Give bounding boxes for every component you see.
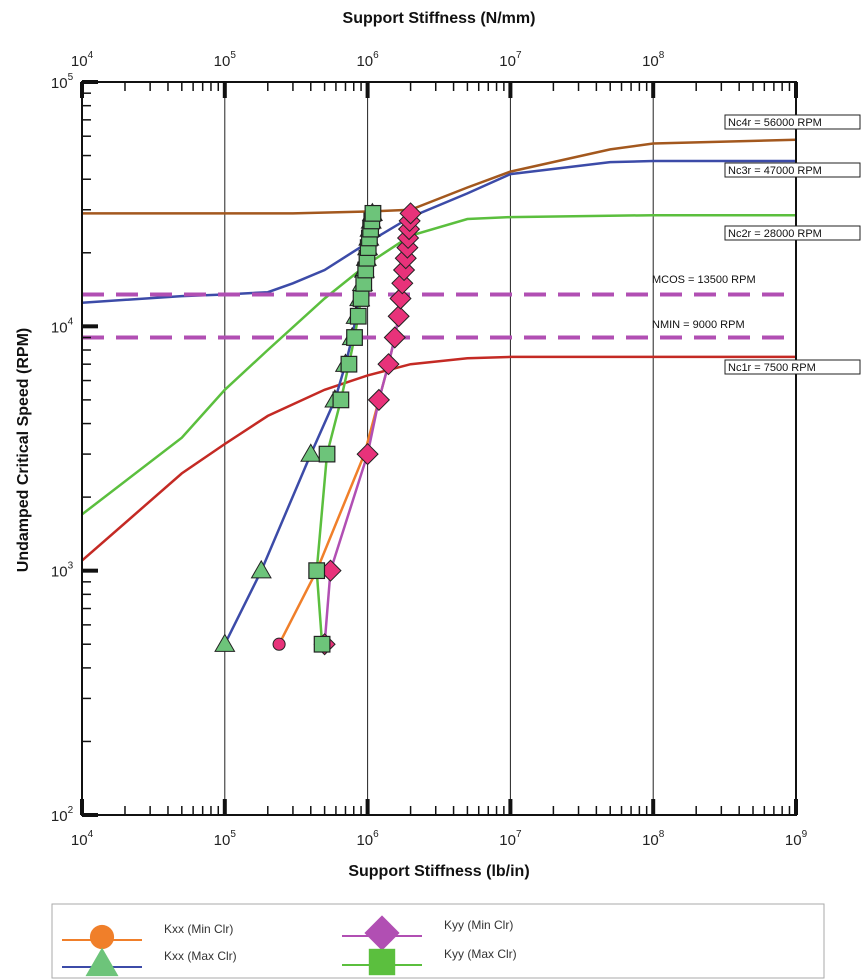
y-axis-title: Undamped Critical Speed (RPM) — [15, 328, 32, 572]
legend-label: Kxx (Max Clr) — [164, 949, 237, 963]
critical-speed-curve — [82, 138, 797, 215]
data-point — [377, 353, 400, 376]
data-point — [364, 204, 382, 222]
data-point — [367, 388, 391, 411]
legend-item: Kxx (Min Clr) — [62, 922, 233, 950]
critical-speed-curve — [81, 355, 796, 562]
legend-item: Kyy (Min Clr) — [342, 915, 513, 951]
data-point — [387, 305, 410, 328]
x-tick-label: 108 — [642, 829, 665, 849]
data-point — [389, 287, 412, 310]
critical-speed-curves — [81, 138, 797, 562]
annotation-box — [724, 225, 861, 241]
annotation-label: Nc1r = 7500 RPM — [728, 362, 816, 374]
y-tick-label: 104 — [51, 316, 74, 336]
data-point — [364, 915, 400, 951]
x2-axis-title: Support Stiffness (N/mm) — [343, 10, 536, 27]
data-point — [214, 633, 236, 652]
axes — [81, 81, 797, 816]
critical-speed-annotation: Nc1r = 7500 RPM — [724, 359, 861, 375]
x-tick-label: 109 — [785, 829, 808, 849]
y-tick-label: 103 — [51, 561, 74, 581]
data-point — [352, 290, 370, 307]
reference-lines — [82, 292, 796, 340]
data-point — [300, 443, 322, 462]
legend-label: Kyy (Max Clr) — [444, 947, 517, 961]
y-tick-label: 102 — [51, 805, 74, 825]
data-point — [318, 445, 336, 463]
x-tick-label: 106 — [356, 829, 379, 849]
grid-layer — [224, 82, 654, 815]
legend-label: Kyy (Min Clr) — [444, 918, 513, 932]
legend-item: Kyy (Max Clr) — [342, 947, 517, 976]
data-point — [272, 637, 286, 651]
annotation-label: Nc2r = 28000 RPM — [728, 228, 822, 240]
critical-speed-annotation: Nc3r = 47000 RPM — [724, 162, 861, 178]
data-point — [392, 258, 416, 282]
series-line — [277, 213, 412, 645]
x2-tick-label: 106 — [356, 50, 379, 70]
data-point — [250, 559, 272, 579]
legend-label: Kxx (Min Clr) — [164, 922, 233, 936]
data-point — [346, 329, 363, 346]
y-tick-label: 105 — [51, 72, 74, 92]
annotation-label: Nc3r = 47000 RPM — [728, 165, 822, 177]
x2-tick-label: 108 — [642, 50, 665, 70]
annotation-box — [724, 359, 861, 375]
legend-box — [51, 903, 825, 979]
stiffness-series — [214, 202, 422, 656]
data-point — [349, 307, 367, 325]
data-point — [356, 442, 379, 466]
annotation-box — [724, 162, 861, 178]
plot-frame — [81, 81, 797, 816]
legend-item: Kxx (Max Clr) — [62, 947, 237, 977]
x-tick-label: 104 — [71, 829, 94, 849]
data-point — [340, 355, 358, 373]
x-axis-title: Support Stiffness (lb/in) — [348, 863, 529, 880]
data-point — [313, 635, 331, 653]
x2-tick-label: 107 — [499, 50, 522, 70]
x-tick-label: 107 — [499, 829, 522, 849]
data-point — [383, 326, 406, 349]
critical-speed-annotation: Nc2r = 28000 RPM — [724, 225, 861, 241]
reference-label: NMIN = 9000 RPM — [652, 319, 745, 331]
labels: Support Stiffness (lb/in) Support Stiffn… — [15, 10, 861, 880]
data-point — [399, 202, 422, 225]
critical-speed-annotation: Nc4r = 56000 RPM — [724, 114, 861, 130]
data-point — [332, 391, 350, 409]
x2-tick-label: 105 — [214, 50, 237, 70]
annotation-box — [724, 114, 861, 130]
data-point — [89, 924, 115, 950]
tick-marks — [80, 80, 798, 817]
reference-label: MCOS = 13500 RPM — [652, 274, 756, 286]
x-tick-label: 105 — [214, 829, 237, 849]
legend: Kxx (Min Clr) Kxx (Max Clr) Kyy (Min Clr) K… — [51, 903, 825, 979]
annotation-label: Nc4r = 56000 RPM — [728, 117, 822, 129]
data-point — [391, 272, 414, 295]
data-point — [85, 947, 119, 977]
x2-tick-label: 104 — [71, 50, 94, 70]
data-point — [308, 562, 326, 580]
data-point — [368, 948, 396, 976]
